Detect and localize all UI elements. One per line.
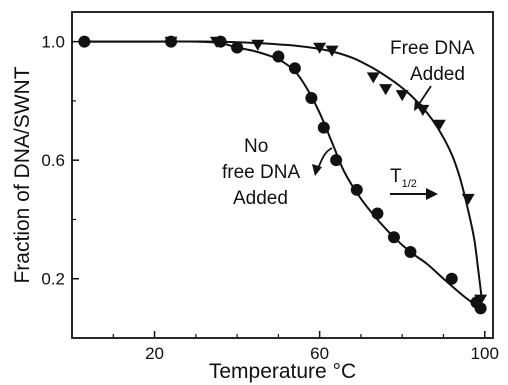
data-point-circle — [387, 231, 400, 244]
x-tick-label: 100 — [471, 344, 499, 363]
data-point-circle — [305, 91, 318, 104]
data-point-circle — [272, 50, 285, 63]
points-layer — [78, 35, 488, 315]
annotation-no-free-dna-line2: free DNA — [222, 162, 300, 183]
data-point-circle — [404, 246, 417, 259]
data-point-triangle — [461, 193, 475, 205]
data-point-circle — [350, 183, 363, 196]
data-point-circle — [371, 207, 384, 220]
data-point-triangle — [379, 84, 393, 96]
x-tick-label: 20 — [145, 344, 164, 363]
annotation-free-dna-line1: Free DNA — [390, 38, 475, 59]
data-point-circle — [231, 41, 244, 54]
data-point-triangle — [313, 42, 327, 54]
annotation-t-half-main: T — [390, 166, 402, 187]
data-point-triangle — [366, 72, 380, 84]
data-point-triangle — [325, 45, 339, 57]
annotation-no-free-dna-line3: Added — [233, 188, 288, 209]
data-point-circle — [317, 121, 330, 134]
data-point-triangle — [395, 90, 409, 102]
series-triangle-down-fit-line — [84, 40, 483, 300]
data-point-circle — [330, 154, 343, 167]
data-point-circle — [474, 302, 487, 315]
y-tick-label: 0.6 — [41, 151, 65, 170]
plot-frame — [71, 11, 494, 339]
data-point-triangle — [432, 119, 446, 131]
y-tick-label: 1.0 — [41, 33, 65, 52]
y-tick-label: 0.2 — [41, 270, 65, 289]
annotation-no-free-dna-line1: No — [244, 136, 268, 157]
data-point-circle — [288, 62, 301, 75]
annotations-layer: Free DNA Added No free DNA Added T1/2 — [222, 38, 475, 209]
data-point-triangle — [416, 104, 430, 116]
data-point-circle — [445, 272, 458, 285]
y-axis-label: Fraction of DNA/SWNT — [11, 66, 34, 283]
annotation-arrow-t-half — [390, 188, 438, 200]
data-point-circle — [78, 35, 91, 48]
annotation-free-dna-line2: Added — [410, 64, 465, 85]
x-axis-label: Temperature °C — [209, 360, 356, 383]
annotation-t-half-subscript: 1/2 — [402, 178, 417, 190]
data-point-circle — [214, 35, 227, 48]
x-tick-label: 60 — [310, 344, 329, 363]
data-point-triangle — [251, 39, 265, 51]
data-point-circle — [165, 35, 178, 48]
annotation-arrow-free-dna — [414, 85, 432, 111]
annotation-t-half: T1/2 — [390, 166, 417, 190]
annotation-arrow-no-free-dna — [312, 147, 333, 176]
axes-layer: 20 60 100 0.2 0.6 1.0 Temperature °C Fraction o… — [11, 11, 499, 383]
